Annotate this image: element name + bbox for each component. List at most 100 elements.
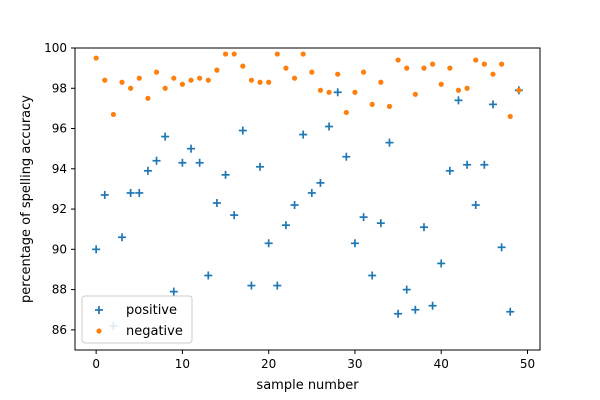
- positive-point: [143, 166, 152, 175]
- positive-point: [394, 309, 403, 318]
- negative-point: [222, 51, 229, 57]
- negative-point: [248, 77, 255, 83]
- negative-point: [162, 85, 168, 91]
- negative-point: [352, 89, 358, 95]
- positive-point: [419, 223, 428, 232]
- legend-plus-marker: [95, 306, 103, 314]
- negative-point: [473, 57, 479, 63]
- negative-point: [378, 79, 384, 85]
- x-tick-label: 10: [175, 357, 190, 371]
- negative-point: [404, 65, 410, 71]
- negative-point: [197, 75, 203, 81]
- positive-point: [402, 285, 411, 294]
- positive-point: [135, 188, 144, 197]
- negative-point: [412, 91, 418, 97]
- positive-point: [299, 130, 308, 139]
- negative-point: [455, 87, 462, 93]
- negative-point: [421, 65, 427, 71]
- negative-point: [499, 61, 505, 67]
- negative-point: [317, 87, 324, 93]
- positive-point: [359, 213, 368, 222]
- positive-point: [281, 221, 290, 230]
- negative-point: [179, 81, 186, 87]
- negative-point: [153, 69, 160, 75]
- positive-point: [247, 281, 256, 290]
- negative-point: [395, 57, 401, 63]
- positive-point: [325, 122, 334, 131]
- positive-point: [256, 162, 265, 171]
- x-tick-label: 40: [434, 357, 449, 371]
- negative-point: [369, 101, 375, 107]
- positive-point: [118, 233, 127, 242]
- positive-point: [454, 96, 463, 105]
- negative-point: [291, 75, 298, 81]
- positive-point: [273, 281, 282, 290]
- y-tick-label: 100: [44, 41, 67, 55]
- negative-point: [257, 79, 263, 85]
- y-tick-label: 96: [52, 122, 67, 136]
- y-tick-label: 98: [52, 81, 67, 95]
- plot-frame: [74, 47, 541, 351]
- negative-point: [214, 67, 220, 73]
- positive-point: [463, 160, 472, 169]
- negative-point: [507, 113, 513, 120]
- negative-point: [429, 61, 436, 67]
- negative-point: [274, 51, 280, 57]
- legend-dot-marker: [96, 328, 102, 334]
- y-tick-label: 90: [52, 242, 67, 256]
- positive-point: [316, 178, 325, 187]
- negative-point: [136, 75, 142, 81]
- negative-point: [326, 89, 332, 95]
- negative-point: [438, 81, 444, 87]
- positive-point: [238, 126, 247, 135]
- positive-point: [290, 201, 299, 210]
- positive-point: [506, 307, 515, 316]
- negative-point: [447, 65, 453, 71]
- positive-point: [264, 239, 273, 248]
- negative-point: [300, 51, 306, 57]
- x-tick-label: 20: [261, 357, 276, 371]
- negative-point: [171, 75, 177, 81]
- negative-point: [93, 55, 99, 61]
- negative-point: [283, 65, 289, 71]
- legend-marker-negative: [96, 328, 102, 334]
- positive-point: [152, 156, 161, 165]
- positive-point: [204, 271, 213, 280]
- negative-point: [309, 69, 315, 75]
- negative-point: [231, 51, 237, 57]
- x-axis-ticks: 0 10 20 30 40 50: [92, 350, 535, 371]
- positive-point: [161, 132, 170, 141]
- positive-point: [169, 287, 178, 296]
- legend-box: [81, 295, 193, 344]
- positive-point: [376, 219, 385, 228]
- positive-point: [471, 201, 480, 210]
- positive-point: [230, 211, 239, 220]
- negative-point: [145, 95, 151, 101]
- positive-point: [411, 305, 420, 314]
- positive-point: [195, 158, 204, 167]
- legend-label-negative: negative: [126, 324, 183, 339]
- negative-point: [386, 103, 393, 109]
- positive-point: [342, 152, 351, 161]
- positive-point: [212, 199, 221, 208]
- positive-point: [445, 166, 454, 175]
- negative-point: [343, 109, 349, 116]
- negative-point: [464, 85, 470, 91]
- positive-point: [385, 138, 394, 147]
- positive-point: [480, 160, 489, 169]
- positive-point: [178, 158, 187, 167]
- negative-point: [360, 69, 367, 75]
- y-tick-label: 88: [52, 283, 67, 297]
- positive-point: [497, 243, 506, 252]
- positive-point: [221, 170, 230, 179]
- y-tick-label: 86: [52, 323, 67, 337]
- negative-point: [516, 87, 522, 93]
- negative-point: [128, 85, 134, 91]
- negative-point: [266, 79, 272, 85]
- positive-point: [126, 188, 135, 197]
- legend-marker-positive: [95, 306, 103, 314]
- positive-point: [92, 245, 101, 254]
- negative-point: [335, 71, 341, 77]
- negative-point: [188, 77, 194, 83]
- positive-point: [437, 259, 446, 268]
